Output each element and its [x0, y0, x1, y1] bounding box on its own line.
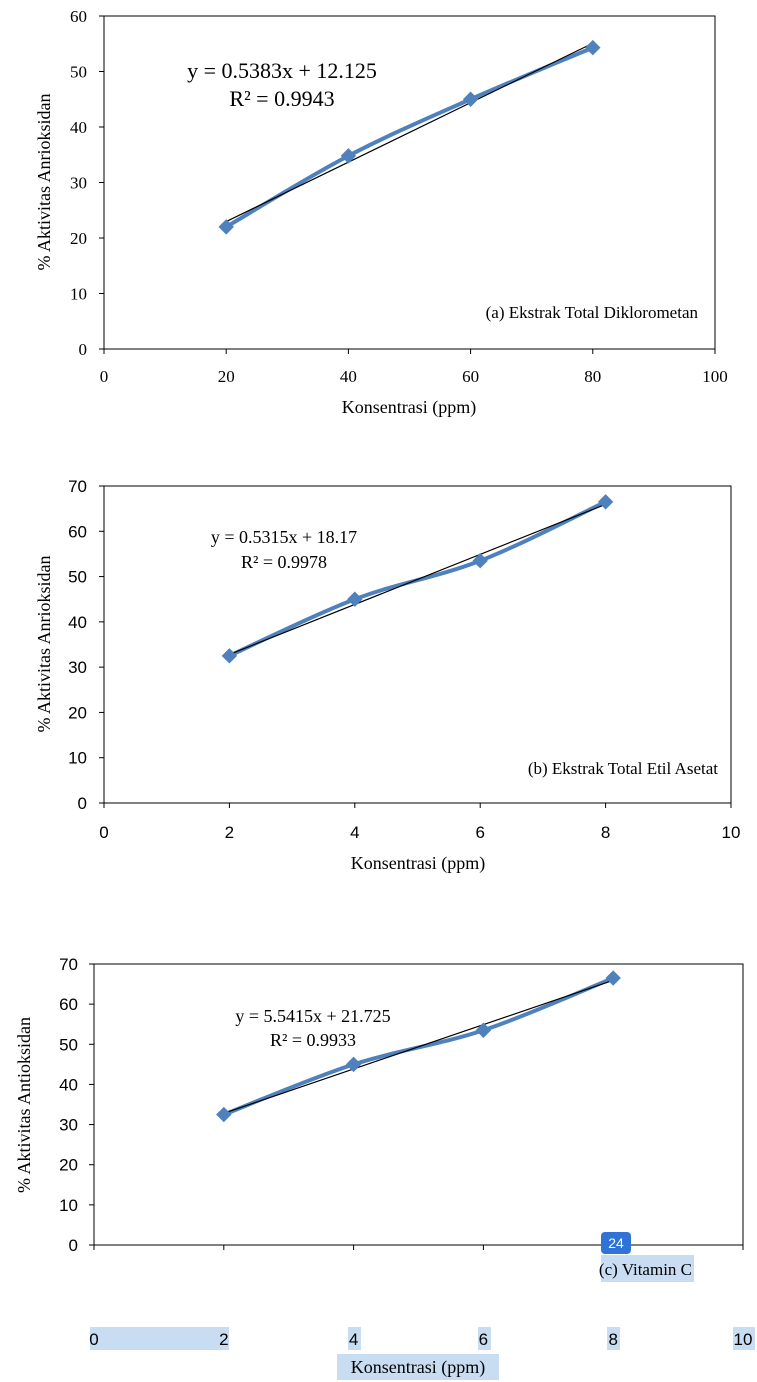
data-point-marker — [216, 1106, 232, 1123]
x-tick-label: 8 — [608, 1330, 617, 1349]
y-tick-label: 20 — [68, 703, 87, 722]
y-tick-label: 0 — [78, 794, 87, 813]
chart-b-annotation: (b) Ekstrak Total Etil Asetat — [528, 759, 718, 778]
data-point-marker — [218, 219, 234, 235]
y-tick-label: 20 — [59, 1156, 78, 1175]
chart-b-equation: y = 0.5315x + 18.17 — [211, 527, 357, 547]
x-tick-label: 6 — [475, 823, 484, 842]
data-point-marker — [475, 1022, 492, 1038]
chart-a-y-axis-title: % Aktivitas Anrioksidan — [34, 94, 54, 271]
x-tick-label: 8 — [601, 823, 610, 842]
data-point-marker — [345, 1056, 362, 1073]
y-tick-label: 50 — [68, 568, 87, 587]
selection-count-badge: 24 — [601, 1232, 631, 1254]
chart-b-y-axis-title: % Aktivitas Anrioksidan — [34, 556, 54, 733]
y-tick-label: 0 — [69, 1236, 78, 1255]
data-point-marker — [472, 553, 488, 569]
y-tick-label: 10 — [68, 749, 87, 768]
chart-c-r2: R² = 0.9933 — [270, 1030, 356, 1050]
x-tick-label: 4 — [349, 1330, 358, 1349]
y-tick-label: 70 — [59, 955, 78, 974]
y-tick-label: 0 — [79, 340, 88, 359]
chart-a-x-axis-title: Konsentrasi (ppm) — [342, 397, 476, 418]
chart-a-equation: y = 0.5383x + 12.125 — [187, 58, 377, 83]
y-tick-label: 20 — [70, 229, 87, 248]
chart-b-x-axis-title: Konsentrasi (ppm) — [351, 853, 485, 874]
y-tick-label: 60 — [68, 522, 87, 541]
y-tick-label: 30 — [70, 174, 87, 193]
chart-c-plot-area — [93, 963, 744, 1246]
chart-c-x-axis-title: Konsentrasi (ppm) — [351, 1357, 485, 1378]
chart-c-annotation: (c) Vitamin C — [599, 1260, 692, 1279]
x-tick-label: 10 — [734, 1330, 753, 1349]
trendline — [225, 42, 594, 223]
trendline — [229, 503, 606, 656]
y-tick-label: 10 — [59, 1196, 78, 1215]
y-tick-label: 30 — [68, 658, 87, 677]
chart-b-marks — [221, 494, 614, 664]
x-tick-label: 20 — [218, 367, 235, 386]
x-tick-label: 60 — [462, 367, 479, 386]
chart-a-y-ticks: 0 10 20 30 40 50 60 — [70, 7, 104, 359]
chart-c-marks — [216, 970, 621, 1123]
data-point-marker — [462, 91, 479, 107]
chart-b-plot-area — [103, 485, 732, 804]
chart-a-x-ticks: 0 20 40 60 80 100 — [100, 349, 728, 386]
x-tick-label: 2 — [225, 823, 234, 842]
chart-b-x-ticks: 0 2 4 6 8 10 — [99, 803, 740, 842]
chart-c-y-axis-title: % Aktivitas Antioksidan — [14, 1017, 34, 1193]
y-tick-label: 60 — [59, 995, 78, 1014]
chart-c-x-ticks: 0 2 4 6 8 10 — [89, 1245, 752, 1349]
chart-c-equation: y = 5.5415x + 21.725 — [235, 1006, 390, 1026]
text-selection-highlight — [90, 1255, 755, 1380]
y-tick-label: 10 — [70, 285, 87, 304]
y-tick-label: 40 — [70, 118, 87, 137]
x-tick-label: 80 — [584, 367, 601, 386]
data-point-marker — [605, 970, 621, 986]
y-tick-label: 60 — [70, 7, 87, 26]
y-tick-label: 30 — [59, 1116, 78, 1135]
trendline — [223, 979, 614, 1114]
data-point-marker — [221, 648, 238, 664]
x-tick-label: 0 — [100, 367, 109, 386]
x-tick-label: 10 — [722, 823, 741, 842]
x-tick-label: 0 — [89, 1330, 98, 1349]
y-tick-label: 50 — [70, 63, 87, 82]
data-point-marker — [340, 148, 357, 164]
data-point-marker — [597, 494, 614, 510]
y-tick-label: 50 — [59, 1035, 78, 1054]
chart-a-annotation: (a) Ekstrak Total Diklorometan — [486, 303, 699, 322]
x-tick-label: 6 — [479, 1330, 488, 1349]
data-point-marker — [585, 39, 601, 56]
data-point-marker — [347, 591, 363, 607]
chart-b-y-ticks: 0 10 20 30 40 50 60 70 — [68, 477, 104, 813]
chart-c-y-ticks: 0 10 20 30 40 50 60 70 — [59, 955, 94, 1255]
x-tick-label: 0 — [99, 823, 108, 842]
series-line — [227, 499, 608, 658]
y-tick-label: 40 — [59, 1075, 78, 1094]
chart-a-r2: R² = 0.9943 — [229, 86, 334, 111]
y-tick-label: 40 — [68, 613, 87, 632]
chart-a-marks — [218, 39, 601, 235]
x-tick-label: 2 — [219, 1330, 228, 1349]
chart-b-r2: R² = 0.9978 — [241, 552, 327, 572]
x-tick-label: 100 — [702, 367, 728, 386]
chart-b: 0 10 20 30 40 50 60 70 0 2 4 6 8 10 y = 0.5315x + 18… — [34, 477, 740, 874]
chart-a: 0 10 20 30 40 50 60 0 20 40 60 80 100 y = 0.5383x +… — [34, 7, 728, 418]
x-tick-label: 4 — [350, 823, 359, 842]
x-tick-label: 40 — [340, 367, 357, 386]
selection-count-text: 24 — [608, 1235, 624, 1251]
y-tick-label: 70 — [68, 477, 87, 496]
